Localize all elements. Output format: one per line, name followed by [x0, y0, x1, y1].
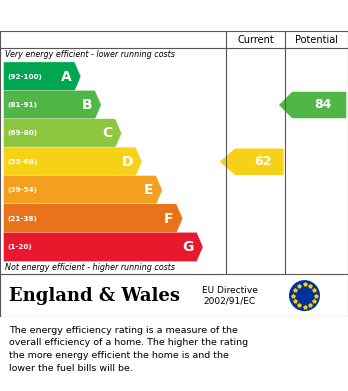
Text: Energy Efficiency Rating: Energy Efficiency Rating: [9, 9, 219, 24]
Text: F: F: [164, 212, 174, 226]
Text: The energy efficiency rating is a measure of the
overall efficiency of a home. T: The energy efficiency rating is a measur…: [9, 326, 248, 373]
Text: D: D: [121, 155, 133, 169]
Text: E: E: [144, 183, 153, 197]
Polygon shape: [279, 92, 346, 118]
Text: EU Directive
2002/91/EC: EU Directive 2002/91/EC: [202, 286, 258, 305]
Text: Potential: Potential: [295, 34, 338, 45]
Polygon shape: [3, 204, 183, 233]
Text: C: C: [102, 126, 113, 140]
Text: Not energy efficient - higher running costs: Not energy efficient - higher running co…: [5, 263, 175, 272]
Text: (39-54): (39-54): [8, 187, 38, 193]
Text: 84: 84: [314, 99, 331, 111]
Text: (1-20): (1-20): [8, 244, 32, 250]
Polygon shape: [3, 62, 81, 91]
Text: (55-68): (55-68): [8, 159, 38, 165]
Text: Very energy efficient - lower running costs: Very energy efficient - lower running co…: [5, 50, 175, 59]
Text: England & Wales: England & Wales: [9, 287, 180, 305]
Polygon shape: [3, 232, 203, 262]
Polygon shape: [220, 149, 284, 175]
Text: (69-80): (69-80): [8, 130, 38, 136]
Ellipse shape: [289, 280, 320, 311]
Text: A: A: [61, 70, 72, 84]
Polygon shape: [3, 147, 142, 176]
Text: (92-100): (92-100): [8, 74, 42, 80]
Text: (21-38): (21-38): [8, 215, 38, 222]
Polygon shape: [3, 176, 162, 205]
Text: 62: 62: [254, 155, 271, 168]
Polygon shape: [3, 90, 101, 120]
Text: Current: Current: [237, 34, 274, 45]
Text: (81-91): (81-91): [8, 102, 38, 108]
Text: G: G: [183, 240, 194, 254]
Text: B: B: [81, 98, 92, 112]
Polygon shape: [3, 119, 122, 148]
